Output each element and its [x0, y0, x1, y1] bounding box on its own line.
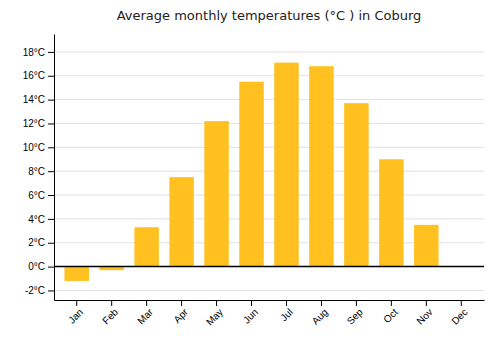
y-tick-label: 8°C [28, 166, 45, 177]
y-tick: 0°C [28, 261, 54, 272]
y-tick: 18°C [23, 47, 54, 58]
x-tick-label: Jul [278, 306, 295, 323]
grid-line [54, 123, 484, 124]
bar [344, 103, 368, 266]
x-tick: Dec [449, 300, 469, 327]
x-tick: Jan [66, 300, 85, 326]
x-tick: Mar [135, 300, 155, 326]
y-tick-label: 6°C [28, 190, 45, 201]
y-tick-label: 12°C [23, 118, 45, 129]
y-tick-mark [48, 171, 54, 172]
y-tick-label: 18°C [23, 47, 45, 58]
grid-line [54, 218, 484, 219]
y-tick: -2°C [25, 285, 54, 296]
y-tick: 10°C [23, 142, 54, 153]
y-tick-mark [48, 219, 54, 220]
zero-line [54, 266, 484, 268]
y-axis: -2°C 0°C 2°C 4°C 6°C 8°C 10°C 12°C 14°C 16°C 18°C [23, 35, 55, 301]
grid-line [54, 75, 484, 76]
x-tick-mark [426, 300, 427, 306]
x-tick-mark [76, 300, 77, 306]
y-tick: 14°C [23, 94, 54, 105]
x-tick-mark [111, 300, 112, 306]
grid-line [54, 147, 484, 148]
x-tick: Oct [381, 300, 400, 325]
y-tick: 8°C [28, 166, 54, 177]
x-tick: Feb [100, 300, 120, 326]
y-tick-label: 14°C [23, 94, 45, 105]
x-tick-mark [391, 300, 392, 306]
x-tick-label: Oct [381, 306, 400, 325]
x-tick: Nov [414, 300, 434, 327]
y-tick: 6°C [28, 190, 54, 201]
y-tick-mark [48, 76, 54, 77]
grid-line [54, 99, 484, 100]
x-tick: Aug [310, 300, 330, 327]
y-tick-mark [48, 195, 54, 196]
x-tick-label: Sep [345, 306, 366, 327]
bar [309, 66, 333, 266]
y-tick: 2°C [28, 237, 54, 248]
y-tick-label: 4°C [28, 214, 45, 225]
x-tick-label: Apr [171, 306, 190, 325]
grid-line [54, 171, 484, 172]
x-tick-mark [356, 300, 357, 306]
x-tick-label: Aug [310, 306, 330, 326]
x-tick-label: May [204, 306, 225, 327]
x-tick-mark [286, 300, 287, 306]
grid [54, 52, 484, 291]
plot-area [64, 63, 438, 281]
y-tick-label: 0°C [28, 261, 45, 272]
bar [169, 177, 193, 266]
x-tick-mark [251, 300, 252, 306]
x-tick-label: Dec [449, 306, 469, 326]
grid-line [54, 195, 484, 196]
y-tick-mark [48, 290, 54, 291]
grid-line [54, 290, 484, 291]
bar [134, 227, 158, 266]
x-tick-label: Jan [66, 306, 85, 325]
grid-line [54, 266, 484, 267]
x-tick: Jun [241, 300, 260, 326]
x-tick-mark [181, 300, 182, 306]
x-axis-line [55, 300, 485, 301]
chart: -2°C 0°C 2°C 4°C 6°C 8°C 10°C 12°C 14°C 16°C 18°C J… [0, 0, 500, 350]
y-tick: 4°C [28, 214, 54, 225]
y-tick-label: 10°C [23, 142, 45, 153]
y-tick-mark [48, 243, 54, 244]
bar [379, 159, 403, 266]
x-tick-label: Nov [414, 306, 434, 326]
y-tick-label: 2°C [28, 237, 45, 248]
y-tick-label: -2°C [25, 285, 45, 296]
x-tick-label: Feb [100, 306, 120, 326]
x-tick-mark [146, 300, 147, 306]
x-tick: May [204, 300, 225, 328]
x-tick: Jul [278, 300, 295, 323]
bar [64, 267, 88, 281]
bar [414, 225, 438, 267]
title: Average monthly temperatures (°C ) in Co… [117, 8, 422, 23]
y-tick-mark [48, 123, 54, 124]
y-tick-mark [48, 147, 54, 148]
y-tick: 16°C [23, 70, 54, 81]
y-tick-mark [48, 267, 54, 268]
y-tick-label: 16°C [23, 70, 45, 81]
x-tick: Apr [171, 300, 190, 325]
x-tick-mark [216, 300, 217, 306]
y-tick-mark [48, 100, 54, 101]
y-axis-line [54, 35, 55, 301]
bar [274, 63, 298, 267]
bar [239, 82, 263, 267]
x-axis: Jan Feb Mar Apr May Jun Jul Aug Sep Oct Nov Dec [55, 300, 485, 328]
x-tick: Sep [345, 300, 366, 327]
x-tick-mark [321, 300, 322, 306]
y-tick-mark [48, 52, 54, 53]
x-tick-label: Mar [135, 306, 155, 326]
bar [204, 121, 228, 267]
x-tick-label: Jun [241, 306, 260, 325]
x-tick-mark [461, 300, 462, 306]
y-tick: 12°C [23, 118, 54, 129]
grid-line [54, 51, 484, 52]
